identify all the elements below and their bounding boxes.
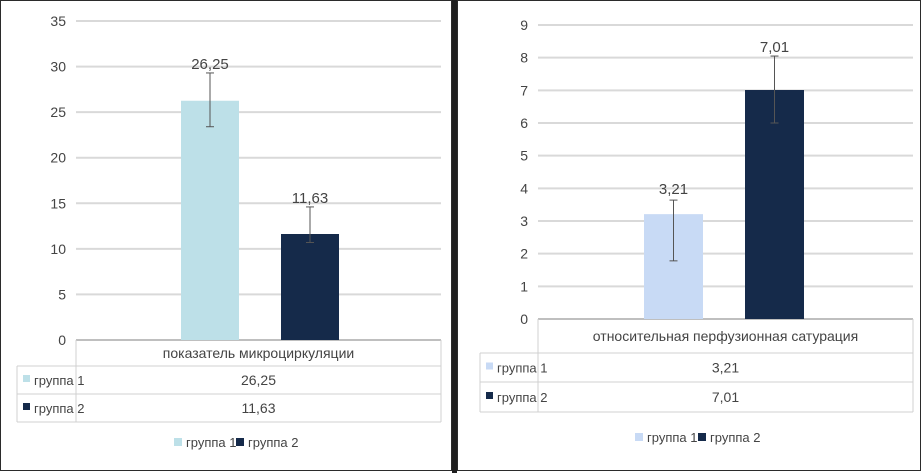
y-tick-label: 4 (520, 180, 528, 196)
table-legend-key (23, 375, 30, 382)
table-row-label: группа 1 (34, 373, 84, 388)
table-row-label: группа 1 (497, 361, 547, 376)
legend-label: группа 2 (248, 435, 298, 450)
y-tick-label: 10 (50, 241, 66, 257)
data-label: 3,21 (659, 181, 688, 198)
y-tick-label: 3 (520, 213, 528, 229)
legend-label: группа 1 (186, 435, 236, 450)
table-value: 26,25 (241, 372, 276, 388)
legend-key (635, 433, 643, 441)
y-tick-label: 20 (50, 150, 66, 166)
bar-2 (745, 90, 804, 319)
legend-label: группа 1 (647, 430, 697, 445)
y-tick-label: 8 (520, 50, 528, 66)
y-tick-label: 7 (520, 82, 528, 98)
table-value: 7,01 (712, 389, 739, 405)
y-tick-label: 5 (58, 286, 66, 302)
chart-microcirculation: 0 5 10 15 20 25 30 35 показатель микроциркуляции… (16, 13, 442, 450)
table-legend-key (23, 403, 30, 410)
y-tick-label: 0 (58, 332, 66, 348)
y-tick-label: 9 (520, 17, 528, 33)
chart-perfusion-saturation: 0 1 2 3 4 5 6 7 8 9 относительная перфузионная сат… (479, 17, 914, 445)
legend-label: группа 2 (710, 430, 760, 445)
bar-2 (281, 234, 339, 340)
category-label: показатель микроциркуляции (163, 345, 354, 361)
y-tick-label: 5 (520, 148, 528, 164)
table-value: 3,21 (712, 360, 739, 376)
panel-divider (452, 0, 457, 473)
table-value: 11,63 (242, 400, 276, 416)
table-legend-key (486, 362, 493, 370)
table-legend-key (486, 392, 493, 399)
y-tick-label: 15 (50, 195, 66, 211)
data-label: 7,01 (760, 39, 789, 56)
legend-key (236, 438, 244, 446)
category-label: относительная перфузионная сатурация (593, 328, 858, 344)
bar-1 (181, 100, 239, 340)
data-label: 26,25 (191, 56, 229, 73)
chart-panel-microcirculation: 0 5 10 15 20 25 30 35 показатель микроциркуляции… (0, 0, 452, 471)
legend-key (174, 438, 182, 446)
y-tick-label: 35 (50, 13, 66, 29)
y-tick-label: 25 (50, 104, 66, 120)
y-tick-label: 1 (520, 278, 528, 294)
chart-panel-perfusion-saturation: 0 1 2 3 4 5 6 7 8 9 относительная перфузионная сат… (457, 0, 921, 471)
y-tick-label: 0 (520, 311, 528, 327)
data-label: 11,63 (292, 190, 328, 207)
y-tick-label: 2 (520, 246, 528, 262)
table-row-label: группа 2 (34, 401, 84, 416)
y-tick-label: 30 (50, 59, 66, 75)
y-tick-label: 6 (520, 115, 528, 131)
table-row-label: группа 2 (497, 390, 547, 405)
legend-key (698, 433, 706, 441)
